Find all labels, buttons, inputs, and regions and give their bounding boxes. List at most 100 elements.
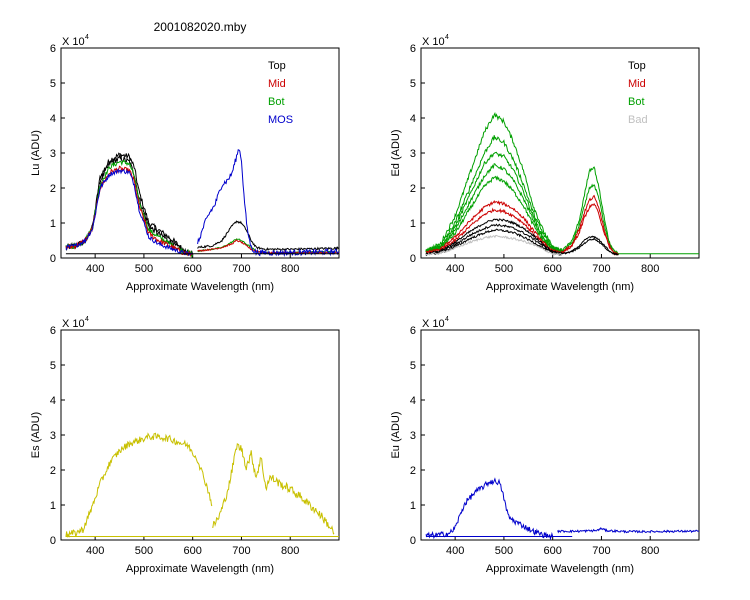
series-line xyxy=(212,443,335,535)
y-axis-label: Ed (ADU) xyxy=(390,129,402,176)
y-tick-label: 0 xyxy=(410,253,416,265)
x-tick-label: 400 xyxy=(86,545,104,557)
legend-entry: Mid xyxy=(268,78,286,90)
y-tick-label: 1 xyxy=(410,218,416,230)
series-line xyxy=(197,149,340,258)
y-multiplier-exponent: 4 xyxy=(85,34,89,41)
y-tick-label: 2 xyxy=(50,465,56,477)
legend-entry: Mid xyxy=(628,78,646,90)
series-line xyxy=(65,432,213,538)
y-tick-label: 3 xyxy=(410,148,416,160)
y-axis-label: Eu (ADU) xyxy=(390,411,402,458)
y-tick-label: 2 xyxy=(50,183,56,195)
y-tick-label: 5 xyxy=(410,78,416,90)
y-tick-label: 5 xyxy=(50,78,56,90)
x-tick-label: 600 xyxy=(544,545,562,557)
y-axis-label: Es (ADU) xyxy=(30,412,42,458)
y-tick-label: 6 xyxy=(50,325,56,337)
plot-frame xyxy=(420,47,700,259)
x-tick-label: 700 xyxy=(232,545,250,557)
legend-entry: Top xyxy=(268,60,286,72)
x-tick-label: 700 xyxy=(592,545,610,557)
figure-title: 2001082020.mby xyxy=(153,20,247,34)
x-tick-label: 600 xyxy=(544,263,562,275)
series-line xyxy=(425,207,563,255)
x-axis-label: Approximate Wavelength (nm) xyxy=(486,563,634,575)
y-tick-label: 3 xyxy=(50,430,56,442)
y-axis-label: Lu (ADU) xyxy=(30,130,42,176)
series-line xyxy=(425,199,563,255)
x-tick-label: 400 xyxy=(446,545,464,557)
series-line xyxy=(561,202,619,256)
series-line xyxy=(425,234,563,257)
x-axis-label: Approximate Wavelength (nm) xyxy=(126,563,274,575)
x-tick-label: 500 xyxy=(495,263,513,275)
y-multiplier-label: X 10 xyxy=(62,36,85,48)
y-tick-label: 1 xyxy=(410,500,416,512)
y-tick-label: 1 xyxy=(50,500,56,512)
series-line xyxy=(197,238,340,255)
x-tick-label: 700 xyxy=(592,263,610,275)
x-tick-label: 800 xyxy=(281,263,299,275)
y-tick-label: 3 xyxy=(50,148,56,160)
series-line xyxy=(562,194,619,256)
plot-frame xyxy=(60,329,340,541)
y-tick-label: 6 xyxy=(50,43,56,55)
y-tick-label: 1 xyxy=(50,218,56,230)
y-tick-label: 0 xyxy=(50,535,56,547)
x-tick-label: 400 xyxy=(446,263,464,275)
series-line xyxy=(425,151,563,253)
x-tick-label: 800 xyxy=(641,263,659,275)
x-tick-label: 800 xyxy=(641,545,659,557)
legend-entry: Bad xyxy=(628,114,648,126)
y-multiplier-label: X 10 xyxy=(62,318,85,330)
y-multiplier-label: X 10 xyxy=(422,36,445,48)
x-tick-label: 800 xyxy=(281,545,299,557)
series-line xyxy=(557,526,700,534)
series-line xyxy=(425,175,563,253)
y-tick-label: 2 xyxy=(410,183,416,195)
legend-entry: Bot xyxy=(268,96,285,108)
x-tick-label: 700 xyxy=(232,263,250,275)
series-line xyxy=(425,223,563,256)
y-tick-label: 6 xyxy=(410,43,416,55)
plot-frame xyxy=(60,47,340,259)
legend-entry: MOS xyxy=(268,114,293,126)
y-tick-label: 4 xyxy=(50,113,56,125)
legend-entry: Bot xyxy=(628,96,645,108)
x-axis-label: Approximate Wavelength (nm) xyxy=(126,281,274,293)
series-line xyxy=(562,237,619,256)
x-tick-label: 500 xyxy=(495,545,513,557)
series-line xyxy=(65,168,194,257)
y-tick-label: 4 xyxy=(50,395,56,407)
y-tick-label: 0 xyxy=(410,535,416,547)
y-tick-label: 4 xyxy=(410,113,416,125)
y-multiplier-exponent: 4 xyxy=(445,316,449,323)
series-line xyxy=(561,166,619,255)
x-tick-label: 400 xyxy=(86,263,104,275)
series-line xyxy=(197,220,340,252)
y-tick-label: 5 xyxy=(50,360,56,372)
x-tick-label: 500 xyxy=(135,545,153,557)
y-multiplier-exponent: 4 xyxy=(85,316,89,323)
y-multiplier-label: X 10 xyxy=(422,318,445,330)
y-multiplier-exponent: 4 xyxy=(445,34,449,41)
x-tick-label: 500 xyxy=(135,263,153,275)
y-tick-label: 6 xyxy=(410,325,416,337)
y-tick-label: 4 xyxy=(410,395,416,407)
series-line xyxy=(425,111,563,254)
plot-frame xyxy=(420,329,700,541)
x-axis-label: Approximate Wavelength (nm) xyxy=(486,281,634,293)
y-tick-label: 5 xyxy=(410,360,416,372)
y-tick-label: 3 xyxy=(410,430,416,442)
series-line xyxy=(425,218,563,256)
series-line xyxy=(425,477,554,541)
y-tick-label: 2 xyxy=(410,465,416,477)
y-tick-label: 0 xyxy=(50,253,56,265)
legend-entry: Top xyxy=(628,60,646,72)
